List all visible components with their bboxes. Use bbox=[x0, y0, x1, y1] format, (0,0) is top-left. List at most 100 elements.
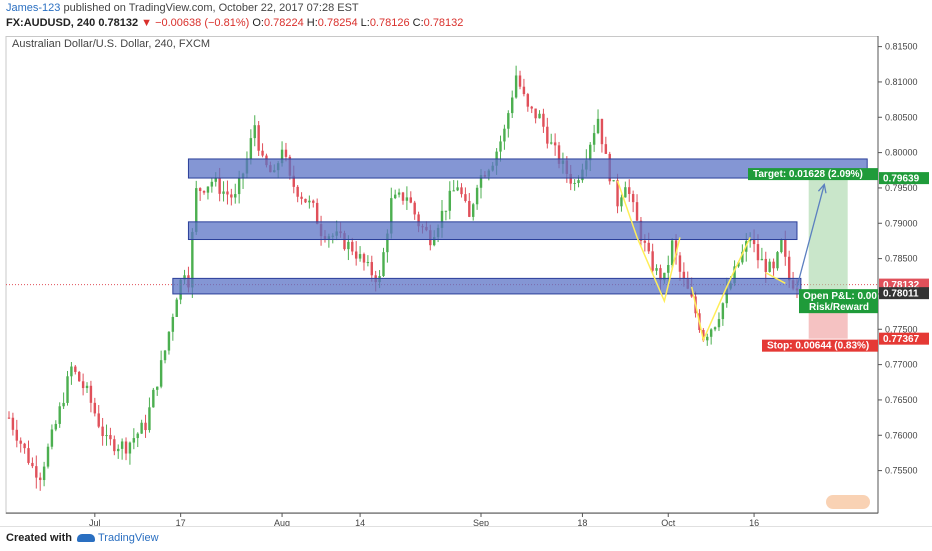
candle-body bbox=[358, 254, 362, 259]
header-bar: James-123 published on TradingView.com, … bbox=[0, 0, 932, 36]
ohlc-line: FX:AUDUSD, 240 0.78132 ▼ −0.00638 (−0.81… bbox=[6, 17, 463, 29]
candle-body bbox=[659, 268, 662, 281]
author-link[interactable]: James-123 bbox=[6, 2, 61, 14]
candle-body bbox=[171, 316, 175, 332]
candle-body bbox=[702, 330, 705, 341]
open-value: 0.78224 bbox=[263, 17, 304, 29]
candle-body bbox=[136, 433, 139, 439]
candle-body bbox=[159, 360, 163, 387]
candle-body bbox=[58, 406, 61, 424]
candle-body bbox=[784, 239, 787, 257]
y-tick-label: 0.81000 bbox=[885, 77, 918, 87]
candle-body bbox=[514, 75, 518, 98]
candle-body bbox=[768, 261, 771, 272]
candle-body bbox=[393, 194, 397, 199]
swing-line bbox=[765, 272, 786, 284]
candle-body bbox=[234, 194, 237, 198]
candle-body bbox=[674, 240, 678, 256]
candle-body bbox=[300, 196, 303, 199]
candle-body bbox=[468, 200, 471, 217]
candle-body bbox=[713, 327, 717, 330]
candle-body bbox=[741, 251, 744, 263]
chart-area[interactable]: 0.81500 0.81000 0.80500 0.80000 0.79500 0.790… bbox=[0, 36, 932, 526]
candle-body bbox=[663, 272, 666, 281]
tradingview-logo[interactable]: TradingView bbox=[77, 532, 159, 544]
candle-body bbox=[511, 97, 514, 114]
candle-body bbox=[577, 180, 580, 183]
candle-body bbox=[237, 177, 241, 195]
candle-body bbox=[651, 251, 654, 271]
candle-body bbox=[124, 441, 128, 454]
candle-body bbox=[717, 319, 721, 328]
y-tick-label: 0.76500 bbox=[885, 395, 918, 405]
candle-body bbox=[85, 385, 89, 389]
price-chart[interactable]: 0.81500 0.81000 0.80500 0.80000 0.79500 0.790… bbox=[0, 36, 932, 526]
candle-body bbox=[432, 237, 436, 246]
x-tick-label: Aug bbox=[274, 518, 290, 526]
close-label: C: bbox=[412, 17, 424, 29]
candle-body bbox=[776, 252, 779, 269]
candle-body bbox=[612, 180, 615, 182]
candle-body bbox=[54, 423, 58, 430]
candle-body bbox=[667, 265, 670, 273]
candle-body bbox=[148, 407, 151, 431]
candle-body bbox=[315, 202, 319, 225]
candle-body bbox=[390, 198, 393, 234]
candle-body bbox=[647, 242, 650, 252]
x-tick-label: Oct bbox=[661, 518, 676, 526]
cloud-icon bbox=[77, 534, 95, 543]
candle-body bbox=[198, 188, 202, 192]
candle-body bbox=[475, 187, 479, 205]
candle-body bbox=[132, 438, 136, 443]
candle-body bbox=[66, 376, 69, 403]
pnl-label: Open P&L: 0.00 bbox=[803, 291, 877, 302]
candle-body bbox=[35, 466, 38, 478]
candle-body bbox=[787, 256, 791, 281]
created-with-label: Created with bbox=[6, 532, 73, 544]
candle-body bbox=[183, 275, 186, 280]
candle-body bbox=[382, 252, 385, 277]
candle-body bbox=[538, 113, 541, 119]
candle-body bbox=[764, 258, 767, 272]
y-tick-label: 0.79500 bbox=[885, 183, 918, 193]
candle-body bbox=[218, 178, 221, 194]
candle-body bbox=[616, 180, 619, 207]
candle-body bbox=[737, 262, 740, 267]
candle-body bbox=[756, 244, 760, 261]
candle-body bbox=[226, 191, 229, 195]
candle-body bbox=[471, 204, 475, 217]
candle-body bbox=[557, 145, 561, 164]
price-tag bbox=[879, 332, 929, 345]
candle-body bbox=[152, 389, 155, 408]
candle-body bbox=[596, 118, 600, 134]
candle-body bbox=[144, 422, 147, 431]
candle-body bbox=[479, 175, 483, 188]
y-tick-label: 0.79000 bbox=[885, 218, 918, 228]
open-label: O: bbox=[252, 17, 264, 29]
price-tag-label: 0.79639 bbox=[883, 174, 920, 185]
candle-body bbox=[370, 262, 373, 276]
candle-body bbox=[156, 386, 159, 390]
candle-body bbox=[312, 200, 315, 203]
candle-body bbox=[15, 429, 19, 441]
candle-body bbox=[120, 441, 124, 449]
candle-body bbox=[522, 86, 526, 95]
candle-body bbox=[772, 261, 775, 269]
candle-body bbox=[397, 192, 401, 195]
candle-body bbox=[101, 426, 104, 437]
target-label-box bbox=[748, 168, 878, 181]
candle-body bbox=[347, 241, 350, 250]
candle-body bbox=[592, 133, 596, 145]
candle-body bbox=[401, 192, 405, 201]
candle-body bbox=[93, 402, 97, 414]
chart-title: Australian Dollar/U.S. Dollar, 240, FXCM bbox=[12, 38, 211, 50]
swing-line bbox=[690, 237, 751, 343]
candle-body bbox=[366, 262, 370, 264]
candle-body bbox=[542, 113, 545, 127]
candle-body bbox=[117, 448, 120, 452]
candle-body bbox=[343, 233, 346, 250]
candle-body bbox=[518, 75, 522, 87]
candle-body bbox=[214, 178, 217, 182]
candle-body bbox=[191, 231, 194, 288]
x-tick-label: 18 bbox=[577, 518, 587, 526]
